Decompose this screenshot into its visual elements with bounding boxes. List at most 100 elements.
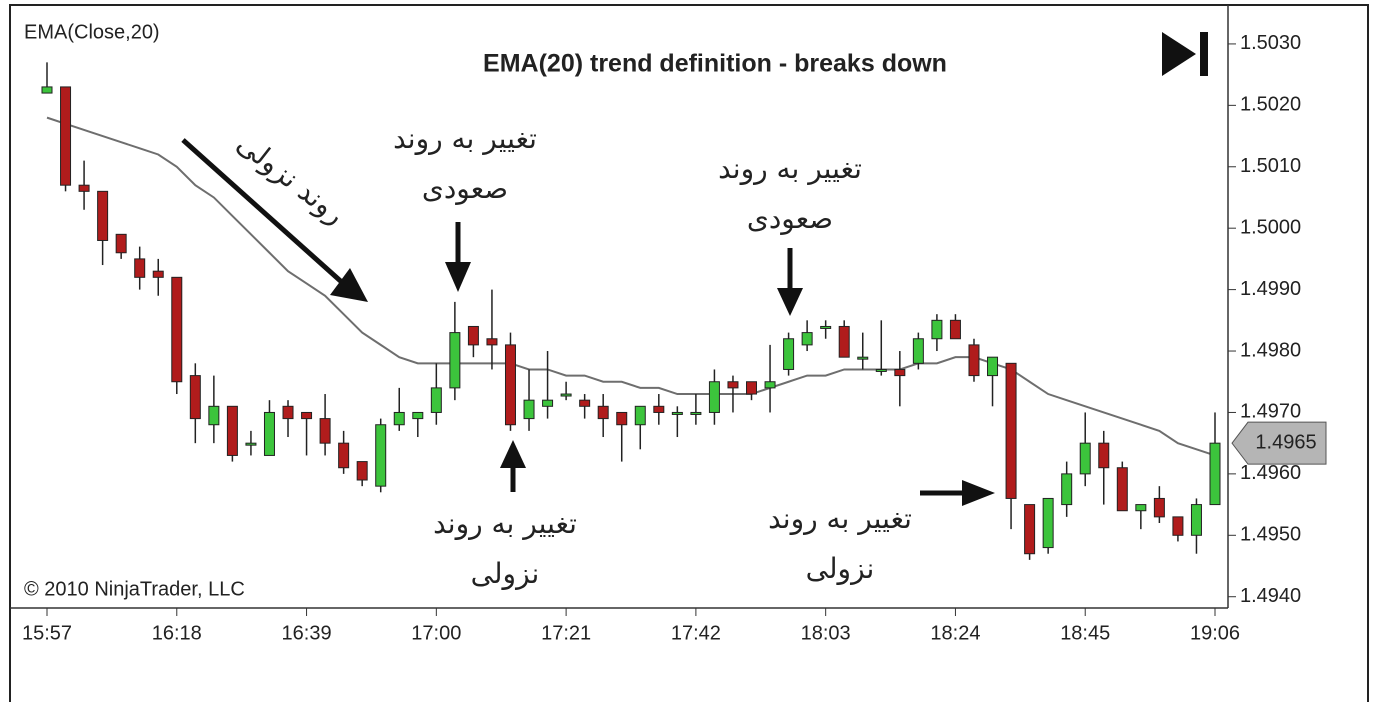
candle — [857, 332, 869, 370]
candle-body — [746, 381, 758, 395]
candle — [245, 430, 257, 456]
candle — [597, 394, 609, 438]
candle-body — [504, 344, 516, 426]
candle — [449, 301, 461, 401]
scroll-end-icon[interactable] — [1162, 32, 1208, 76]
candle — [1153, 486, 1165, 524]
candle — [1209, 412, 1221, 506]
candle-body — [727, 381, 739, 389]
candle-body — [597, 405, 609, 420]
y-tick-label: 1.4960 — [1240, 462, 1301, 484]
play-icon[interactable] — [1162, 32, 1196, 76]
candle — [912, 332, 924, 370]
candle — [282, 400, 294, 438]
candle — [1079, 412, 1091, 487]
y-tick-label: 1.5000 — [1240, 216, 1301, 238]
candle — [1172, 516, 1184, 542]
candle — [1024, 504, 1036, 560]
candle-body — [801, 332, 813, 346]
x-tick-label: 17:00 — [411, 622, 461, 644]
chart-title: EMA(20) trend definition - breaks down — [483, 50, 947, 78]
y-tick-label: 1.5010 — [1240, 155, 1301, 177]
y-tick-label: 1.4940 — [1240, 585, 1301, 607]
current-price-tag — [1231, 421, 1327, 465]
candle — [968, 338, 980, 382]
candle-body — [820, 325, 832, 329]
candle-body — [875, 368, 887, 372]
candle — [1135, 504, 1147, 530]
candle — [764, 344, 776, 413]
candle-body — [115, 233, 127, 254]
candle — [486, 289, 498, 370]
candle-body — [616, 411, 628, 426]
candle-body — [412, 411, 424, 420]
annotation: تغییر به روند — [768, 502, 912, 535]
x-tick-label: 18:03 — [801, 622, 851, 644]
candle-body — [60, 86, 72, 186]
x-tick-label: 18:24 — [930, 622, 980, 644]
candle — [838, 320, 850, 358]
candle — [987, 356, 999, 407]
indicator-label: EMA(Close,20) — [24, 21, 160, 43]
candle-body — [41, 86, 53, 94]
candle — [263, 400, 275, 456]
candle-body — [931, 319, 943, 340]
candle — [894, 351, 906, 407]
y-tick-label: 1.4950 — [1240, 524, 1301, 546]
candle-body — [1042, 497, 1054, 549]
candle — [1190, 498, 1202, 554]
candle — [152, 258, 164, 296]
candle-body — [912, 338, 924, 364]
candle-body — [1172, 516, 1184, 536]
candle — [579, 394, 591, 419]
y-tick-label: 1.4990 — [1240, 278, 1301, 300]
candle — [78, 160, 90, 210]
x-tick-label: 16:18 — [152, 622, 202, 644]
candle-body — [245, 442, 257, 446]
candle-body — [783, 338, 795, 370]
candle — [1116, 461, 1128, 512]
candle — [616, 411, 628, 462]
candle-body — [449, 332, 461, 389]
candle-body — [319, 418, 331, 444]
candle — [708, 369, 720, 425]
candle-body — [78, 184, 90, 192]
end-bar-icon[interactable] — [1200, 32, 1208, 76]
candle-body — [968, 344, 980, 377]
candle-body — [1061, 473, 1073, 506]
y-tick-label: 1.4970 — [1240, 401, 1301, 423]
candle — [134, 246, 146, 290]
x-tick-label: 18:45 — [1060, 622, 1110, 644]
candle — [393, 387, 405, 431]
candle-body — [467, 325, 479, 346]
candle-body — [634, 405, 646, 426]
arrow-head — [962, 480, 995, 506]
candle — [690, 394, 702, 425]
candle — [523, 369, 535, 431]
candle-body — [690, 411, 702, 415]
candle — [301, 411, 313, 456]
candle-body — [375, 424, 387, 487]
candle-body — [393, 411, 405, 426]
candle — [338, 430, 350, 474]
frame — [9, 4, 1369, 702]
annotation: صعودی — [747, 202, 833, 235]
x-tick-label: 16:39 — [282, 622, 332, 644]
candle-body — [1098, 442, 1110, 469]
candle-body — [486, 338, 498, 346]
candle — [634, 405, 646, 450]
candle-body — [226, 405, 238, 456]
current-price-label: 1.4965 — [1255, 431, 1316, 453]
candle-body — [987, 356, 999, 377]
candle — [356, 461, 368, 487]
candle — [319, 394, 331, 456]
candle-body — [857, 356, 869, 360]
candle — [653, 394, 665, 425]
candle — [60, 86, 72, 192]
candle-body — [838, 325, 850, 358]
candle — [412, 411, 424, 438]
ema-line — [46, 116, 1216, 457]
candle-body — [152, 270, 164, 278]
candle — [208, 375, 220, 444]
